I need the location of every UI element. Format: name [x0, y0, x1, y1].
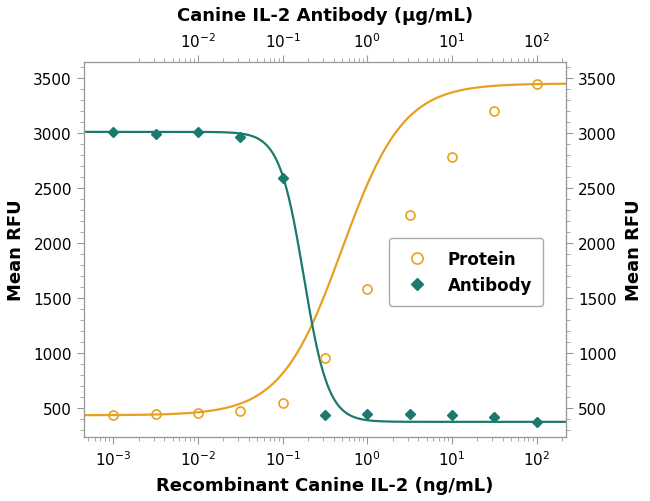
X-axis label: Recombinant Canine IL-2 (ng/mL): Recombinant Canine IL-2 (ng/mL) — [156, 476, 494, 494]
Legend: Protein, Antibody: Protein, Antibody — [389, 238, 543, 306]
Y-axis label: Mean RFU: Mean RFU — [7, 199, 25, 301]
X-axis label: Canine IL-2 Antibody (μg/mL): Canine IL-2 Antibody (μg/mL) — [177, 7, 473, 25]
Y-axis label: Mean RFU: Mean RFU — [625, 199, 643, 301]
